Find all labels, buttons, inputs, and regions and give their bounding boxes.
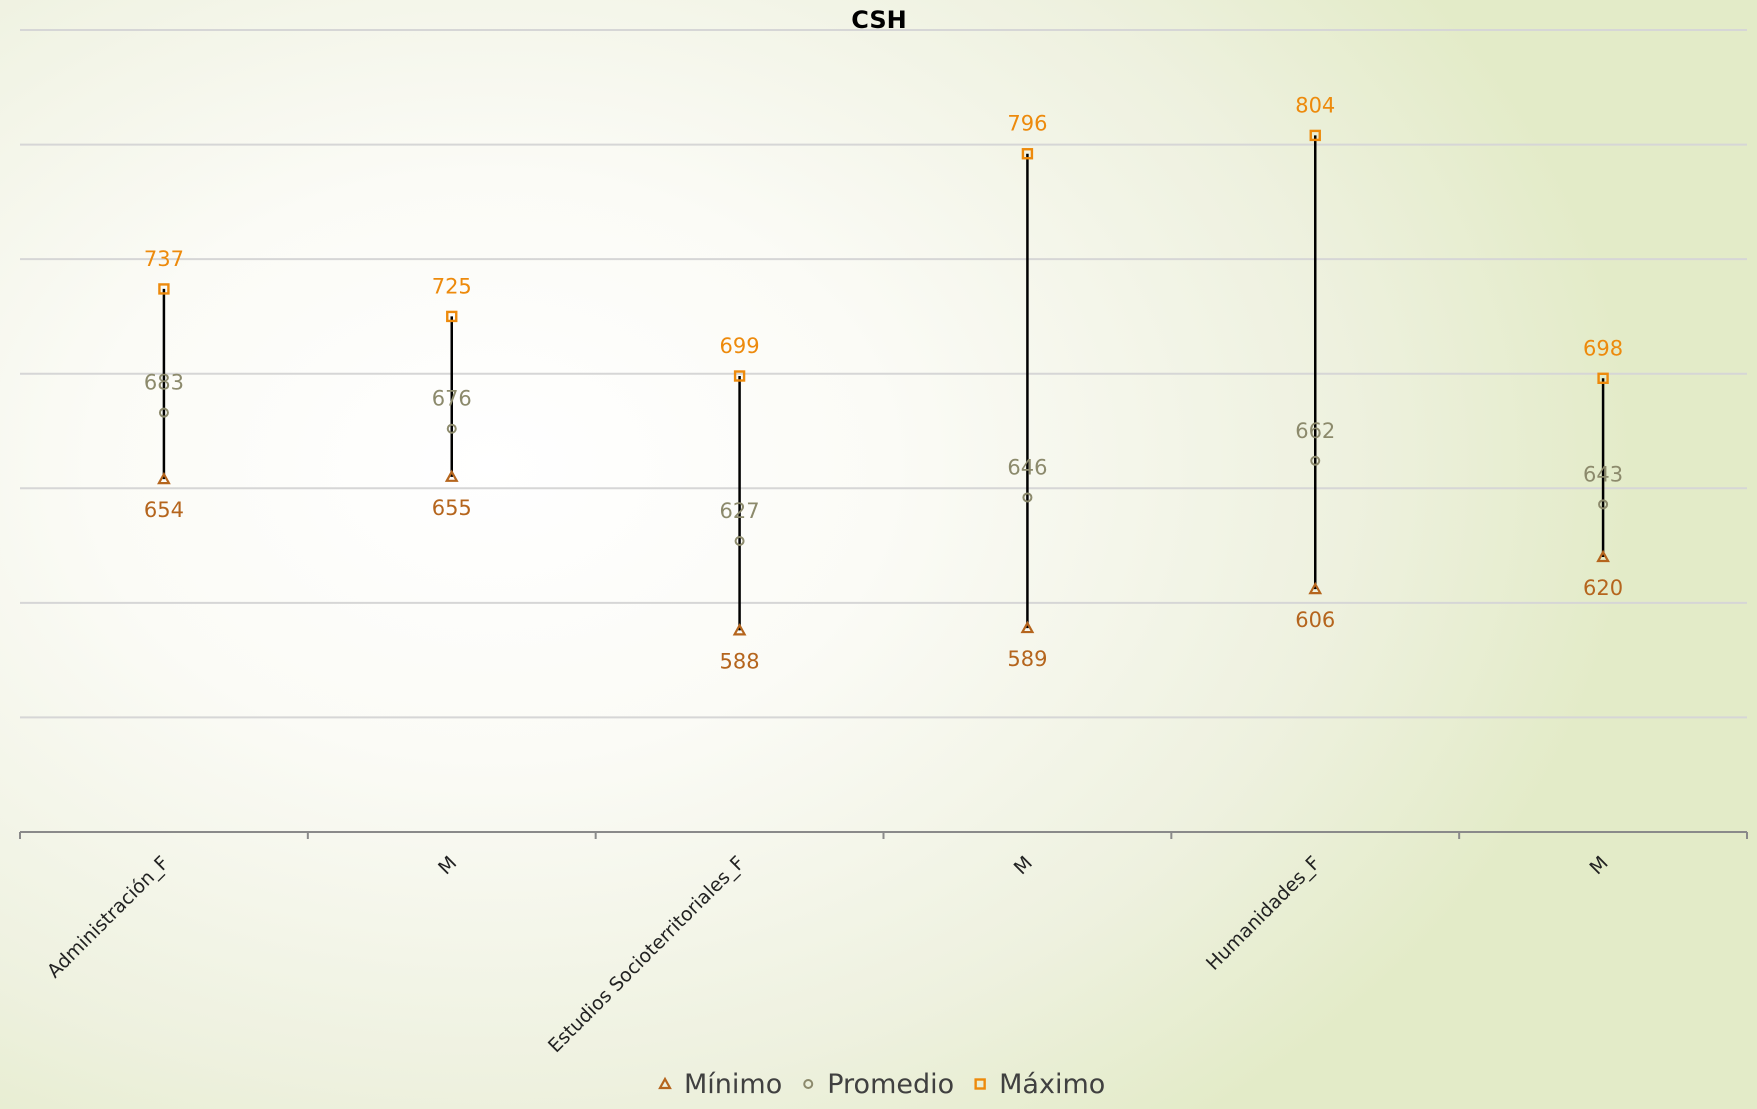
x-tick-label: Humanidades_F [1202,852,1325,975]
range-lines [162,135,1605,631]
max-data-label: 725 [432,274,472,298]
avg-data-label: 643 [1583,462,1623,486]
x-tick-label: M [1010,852,1037,879]
triangle-marker [1020,620,1035,634]
min-data-label: 588 [720,649,760,673]
circle-marker [1022,492,1033,503]
legend-label: Mínimo [684,1069,782,1100]
square-marker [446,310,458,323]
circle-marker [446,423,457,434]
x-tick-label: M [434,852,461,879]
triangle-marker [444,469,459,482]
x-tick-label: Administración_F [43,852,173,982]
triangle-marker [1308,581,1323,595]
max-data-label: 796 [1007,112,1047,136]
square-marker [733,370,746,382]
legend-label: Promedio [827,1069,954,1100]
triangle-marker [157,471,171,485]
triangle-marker [1596,549,1610,563]
min-data-label: 620 [1583,576,1623,600]
triangle-marker [732,623,747,636]
data-labels: 737 683 654 725 676 655 699 627 588 796 646 589 804 6… [144,93,1623,673]
data-markers [157,129,1610,636]
x-axis: Administración_F M Estudios Socioterritori… [19,831,1748,1057]
avg-data-label: 676 [432,387,472,411]
max-data-label: 699 [720,334,760,358]
square-marker [158,283,170,295]
circle-marker [1598,499,1609,510]
avg-data-label: 627 [720,499,760,523]
min-data-label: 654 [144,498,184,522]
circle-marker [734,535,745,546]
avg-data-label: 646 [1007,455,1047,479]
circle-marker [1310,455,1321,466]
circle-marker [158,407,169,418]
legend-label: Máximo [999,1069,1105,1100]
x-tick-label: M [1585,852,1612,879]
min-data-label: 606 [1295,608,1335,632]
legend-square-icon [974,1078,986,1090]
avg-data-label: 662 [1295,419,1335,443]
x-tick-label: Estudios Socioterritoriales_F [544,852,749,1057]
gridlines [20,29,1747,719]
square-marker [1597,372,1609,384]
max-data-label: 698 [1583,336,1623,360]
legend-triangle-icon [658,1076,672,1090]
min-data-label: 589 [1007,647,1047,671]
square-marker [1021,148,1034,160]
min-data-label: 655 [432,496,472,520]
max-data-label: 804 [1295,93,1335,117]
legend-circle-icon [803,1079,814,1089]
max-data-label: 737 [144,247,184,271]
square-marker [1309,129,1321,142]
avg-data-label: 683 [144,371,184,395]
legend: Mínimo Promedio Máximo [658,1069,1105,1100]
